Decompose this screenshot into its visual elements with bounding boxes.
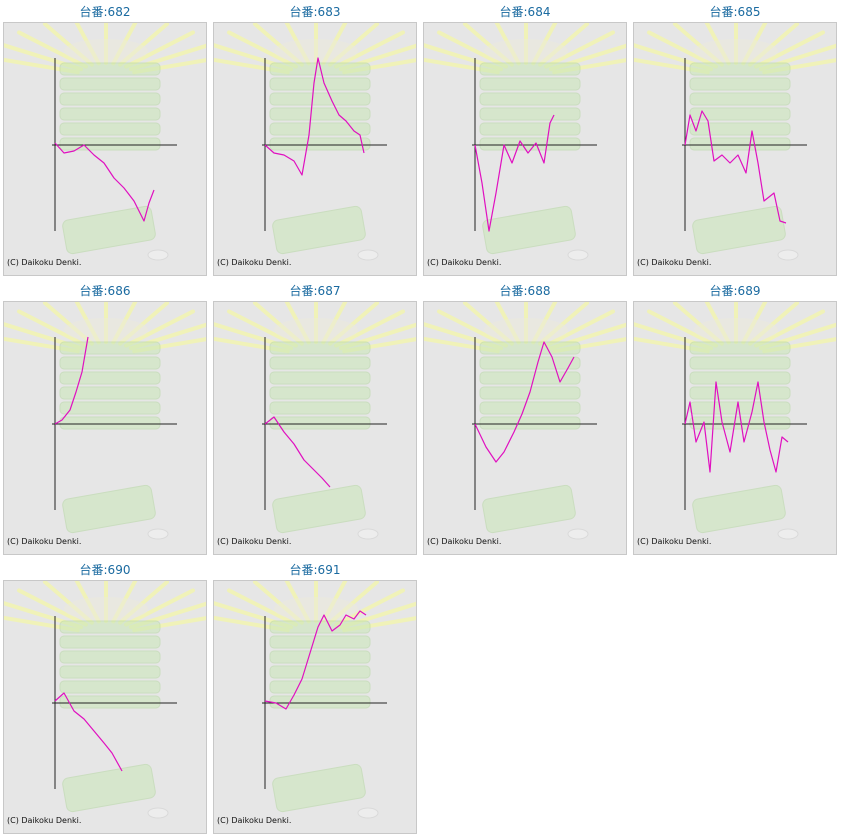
copyright-label: (C) Daikoku Denki. xyxy=(637,258,712,267)
payout-line xyxy=(264,57,365,176)
machine-graph-card[interactable]: 台番:683 (C) Daikoku Denki. xyxy=(213,2,417,278)
machine-title-link[interactable]: 台番:689 xyxy=(709,284,761,298)
sunburst-rays xyxy=(214,302,416,354)
tray-stack-illustration xyxy=(689,318,799,540)
payout-line xyxy=(684,110,787,224)
tray-stack-illustration xyxy=(689,39,799,261)
machine-graph-card[interactable]: 台番:686 (C) Daikoku Denki. xyxy=(3,281,207,557)
graph-svg xyxy=(4,581,206,819)
graph-svg xyxy=(634,23,836,261)
graph-panel: (C) Daikoku Denki. xyxy=(3,301,207,555)
payout-line xyxy=(54,142,155,222)
tray-stack-illustration xyxy=(479,318,589,540)
graph-panel: (C) Daikoku Denki. xyxy=(3,580,207,834)
graph-panel: (C) Daikoku Denki. xyxy=(423,301,627,555)
copyright-label: (C) Daikoku Denki. xyxy=(217,816,292,825)
tray-stack-illustration xyxy=(269,39,379,261)
tray-stack-illustration xyxy=(479,39,589,261)
copyright-label: (C) Daikoku Denki. xyxy=(7,258,82,267)
machine-graph-card[interactable]: 台番:689 (C) Daikoku Denki. xyxy=(633,281,837,557)
graph-svg xyxy=(4,23,206,261)
machine-title-link[interactable]: 台番:685 xyxy=(709,5,761,19)
graph-panel: (C) Daikoku Denki. xyxy=(3,22,207,276)
machine-title-link[interactable]: 台番:687 xyxy=(289,284,341,298)
graph-svg xyxy=(424,302,626,540)
copyright-label: (C) Daikoku Denki. xyxy=(217,537,292,546)
tray-stack-illustration xyxy=(269,597,379,819)
tray-stack-illustration xyxy=(59,597,169,819)
machine-title-link[interactable]: 台番:688 xyxy=(499,284,551,298)
graph-svg xyxy=(634,302,836,540)
machine-graph-card[interactable]: 台番:687 (C) Daikoku Denki. xyxy=(213,281,417,557)
graph-svg xyxy=(214,302,416,540)
graph-panel: (C) Daikoku Denki. xyxy=(213,301,417,555)
machine-graph-card[interactable]: 台番:691 (C) Daikoku Denki. xyxy=(213,560,417,836)
graph-svg xyxy=(214,23,416,261)
tray-stack-illustration xyxy=(59,39,169,261)
payout-line xyxy=(54,692,123,772)
copyright-label: (C) Daikoku Denki. xyxy=(637,537,712,546)
copyright-label: (C) Daikoku Denki. xyxy=(7,537,82,546)
machine-graph-card[interactable]: 台番:682 (C) Daikoku Denki. xyxy=(3,2,207,278)
copyright-label: (C) Daikoku Denki. xyxy=(217,258,292,267)
copyright-label: (C) Daikoku Denki. xyxy=(427,537,502,546)
graph-panel: (C) Daikoku Denki. xyxy=(633,301,837,555)
graph-panel: (C) Daikoku Denki. xyxy=(213,580,417,834)
machine-title-link[interactable]: 台番:682 xyxy=(79,5,131,19)
payout-line xyxy=(684,381,789,473)
machine-graph-card[interactable]: 台番:690 (C) Daikoku Denki. xyxy=(3,560,207,836)
machine-title-link[interactable]: 台番:686 xyxy=(79,284,131,298)
graph-panel: (C) Daikoku Denki. xyxy=(633,22,837,276)
graph-svg xyxy=(4,302,206,540)
graph-panel: (C) Daikoku Denki. xyxy=(213,22,417,276)
graph-panel: (C) Daikoku Denki. xyxy=(423,22,627,276)
machine-title-link[interactable]: 台番:683 xyxy=(289,5,341,19)
machine-graph-card[interactable]: 台番:684 (C) Daikoku Denki. xyxy=(423,2,627,278)
payout-line xyxy=(54,336,89,425)
graph-svg xyxy=(424,23,626,261)
copyright-label: (C) Daikoku Denki. xyxy=(427,258,502,267)
machine-title-link[interactable]: 台番:690 xyxy=(79,563,131,577)
tray-stack-illustration xyxy=(269,318,379,540)
payout-line xyxy=(474,341,575,463)
machine-title-link[interactable]: 台番:691 xyxy=(289,563,341,577)
payout-line xyxy=(474,114,555,232)
machine-title-link[interactable]: 台番:684 xyxy=(499,5,551,19)
payout-line xyxy=(264,416,331,488)
copyright-label: (C) Daikoku Denki. xyxy=(7,816,82,825)
graph-svg xyxy=(214,581,416,819)
tray-stack-illustration xyxy=(59,318,169,540)
payout-line xyxy=(264,610,367,710)
machine-graph-card[interactable]: 台番:685 (C) Daikoku Denki. xyxy=(633,2,837,278)
machine-graph-card[interactable]: 台番:688 (C) Daikoku Denki. xyxy=(423,281,627,557)
